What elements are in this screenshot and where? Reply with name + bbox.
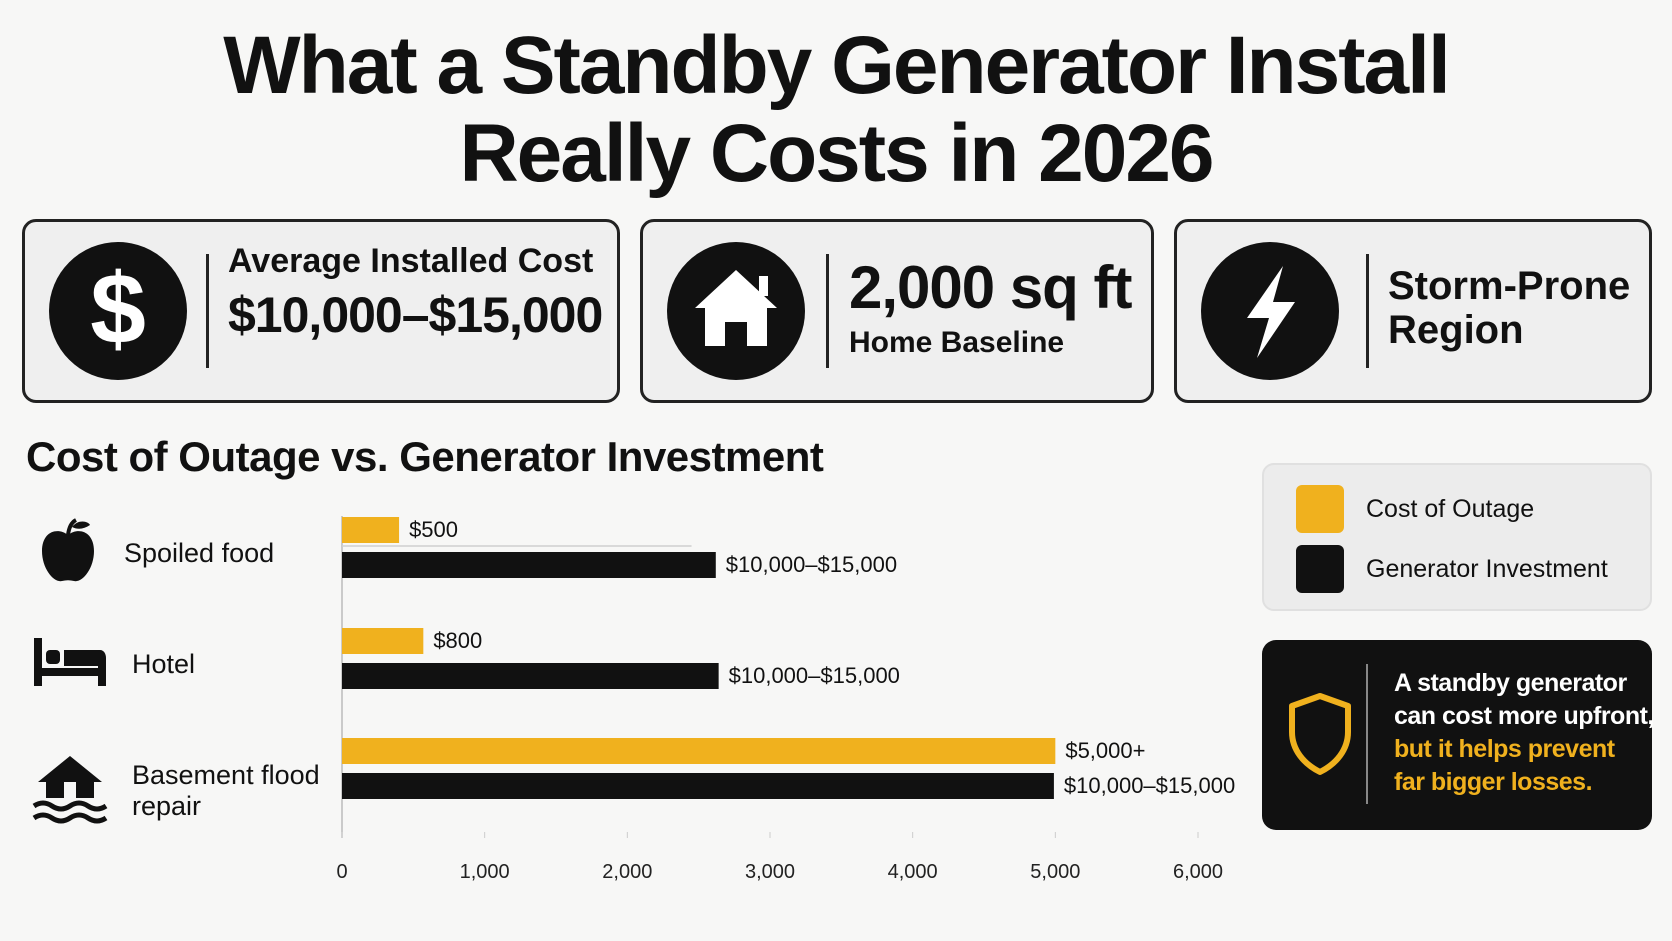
legend-swatch-generator xyxy=(1296,545,1344,593)
bar-value-label: $5,000+ xyxy=(1065,738,1145,763)
apple-icon xyxy=(36,517,100,590)
card-divider xyxy=(206,254,209,368)
lightning-icon xyxy=(1201,242,1339,380)
bar-generator xyxy=(342,663,719,689)
stat-label: Storm-Prone Region xyxy=(1388,264,1631,352)
category-spoiled-food: Spoiled food xyxy=(36,517,274,590)
house-icon xyxy=(667,242,805,380)
bar-outage xyxy=(342,517,400,543)
stat-card-region: Storm-Prone Region xyxy=(1174,219,1652,403)
legend-item-outage: Cost of Outage xyxy=(1296,485,1534,533)
bar-outage xyxy=(342,628,424,654)
bar-value-label: $800 xyxy=(433,628,482,653)
bar-value-label: $10,000–$15,000 xyxy=(1064,773,1235,798)
x-tick-label: 6,000 xyxy=(1173,861,1223,883)
callout-line-2: can cost more upfront, xyxy=(1394,702,1654,730)
bar-generator xyxy=(342,773,1054,799)
callout-divider xyxy=(1366,664,1368,804)
category-label: Basement flood repair xyxy=(132,759,320,821)
callout-box: A standby generator can cost more upfron… xyxy=(1262,640,1654,830)
stat-label: Average Installed Cost xyxy=(228,242,594,280)
chart-title: Cost of Outage vs. Generator Investment xyxy=(26,433,824,480)
stat-label: Home Baseline xyxy=(849,326,1065,359)
bar-generator xyxy=(342,552,716,578)
page-title: What a Standby Generator Install Really … xyxy=(0,22,1672,198)
x-tick-label: 4,000 xyxy=(888,861,938,883)
x-tick-label: 3,000 xyxy=(745,861,795,883)
callout-line-3: but it helps prevent xyxy=(1394,735,1615,763)
legend-item-generator: Generator Investment xyxy=(1296,545,1608,593)
card-divider xyxy=(826,254,829,368)
bed-icon xyxy=(32,636,108,693)
category-label: Hotel xyxy=(132,649,196,679)
stat-value: $10,000–$15,000 xyxy=(228,287,603,343)
callout-line-4: far bigger losses. xyxy=(1394,768,1593,796)
legend-swatch-outage xyxy=(1296,485,1344,533)
callout-line-1: A standby generator xyxy=(1394,669,1627,697)
title-line-2: Really Costs in 2026 xyxy=(459,108,1214,199)
legend-label: Generator Investment xyxy=(1366,554,1608,583)
dollar-icon: $ xyxy=(49,242,187,380)
category-label: Spoiled food xyxy=(124,538,275,568)
card-divider xyxy=(1366,254,1369,368)
chart-legend: Cost of Outage Generator Investment xyxy=(1262,463,1652,611)
shield-icon xyxy=(1286,692,1354,781)
bar-value-label: $10,000–$15,000 xyxy=(726,552,897,577)
category-basement-flood-repair: Basement flood repair xyxy=(32,752,322,829)
x-tick-label: 1,000 xyxy=(460,861,510,883)
bar-value-label: $10,000–$15,000 xyxy=(729,663,900,688)
bar-value-label: $500 xyxy=(409,517,458,542)
x-tick-label: 0 xyxy=(336,861,347,883)
flooded-house-icon xyxy=(32,752,108,829)
svg-text:$: $ xyxy=(90,253,146,365)
bar-outage xyxy=(342,738,1056,764)
stat-card-home-size: 2,000 sq ft Home Baseline xyxy=(640,219,1154,403)
legend-label: Cost of Outage xyxy=(1366,494,1535,523)
x-tick-label: 5,000 xyxy=(1030,861,1080,883)
title-line-1: What a Standby Generator Install xyxy=(223,20,1450,111)
stat-card-average-cost: $ Average Installed Cost $10,000–$15,000 xyxy=(22,219,620,403)
x-tick-label: 2,000 xyxy=(602,861,652,883)
stat-value: 2,000 sq ft xyxy=(849,254,1132,321)
category-hotel: Hotel xyxy=(32,636,195,693)
